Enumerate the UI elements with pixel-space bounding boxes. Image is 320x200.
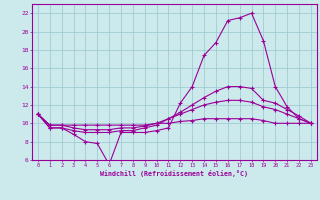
X-axis label: Windchill (Refroidissement éolien,°C): Windchill (Refroidissement éolien,°C) (100, 170, 248, 177)
